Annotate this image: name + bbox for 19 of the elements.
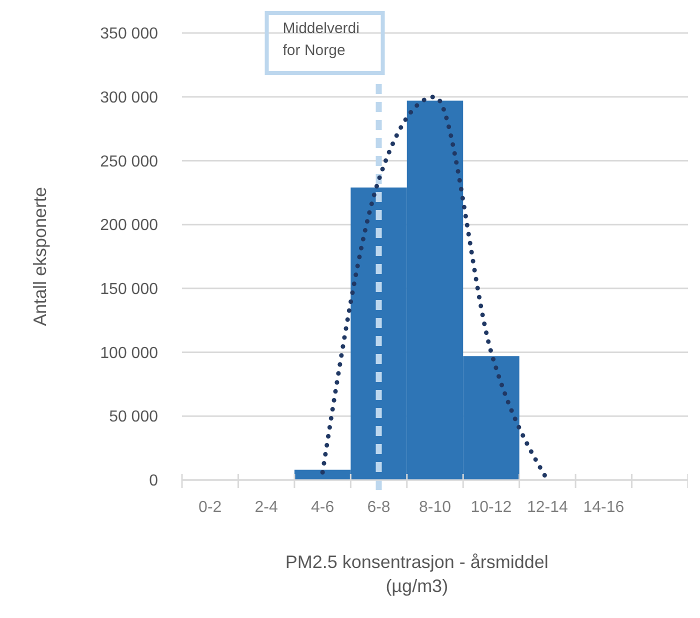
y-tick-label: 250 000	[100, 153, 158, 170]
x-tick-label: 14-16	[583, 499, 624, 516]
y-axis-title: Antall eksponerte	[30, 186, 50, 326]
y-tick-label: 100 000	[100, 344, 158, 362]
x-tick-label: 2-4	[254, 499, 278, 516]
x-axis-title: PM2.5 konsentrasjon - årsmiddel (µg/m3)	[285, 552, 548, 596]
x-tick-label: 6-8	[367, 499, 390, 516]
ref-line-label: Middelverdi for Norge	[282, 20, 360, 59]
x-tick-label: 0-2	[198, 499, 222, 516]
x-tick-label: 4-6	[310, 499, 334, 516]
y-tick-label: 150 000	[100, 281, 158, 298]
y-tick-label: 350 000	[100, 26, 158, 43]
y-tick-label: 50 000	[109, 408, 158, 426]
y-tick-label: 300 000	[100, 89, 158, 106]
y-tick-label: 200 000	[100, 217, 158, 234]
x-tick-label: 10-12	[470, 499, 512, 516]
x-tick-label: 8-10	[418, 499, 452, 516]
x-tick-label: 12-14	[526, 499, 568, 516]
y-tick-label: 0	[149, 472, 158, 490]
